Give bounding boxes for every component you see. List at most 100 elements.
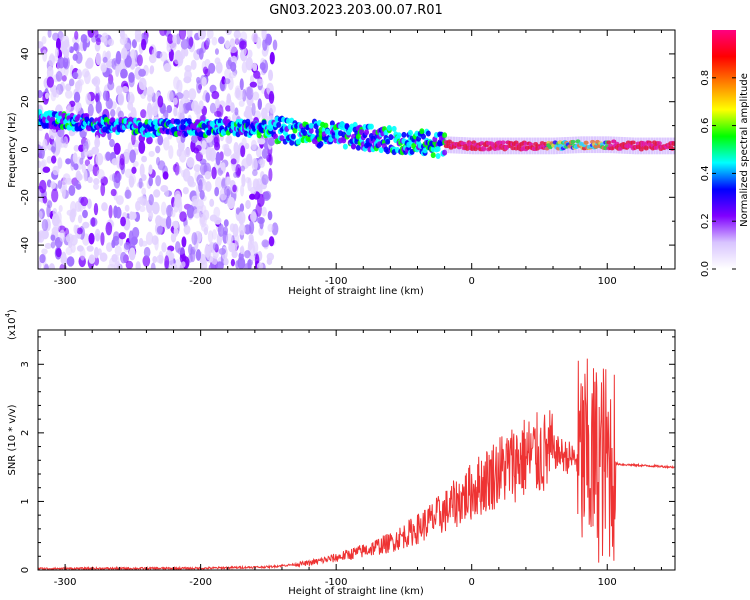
spectral-blob [160,201,167,216]
spectral-blob [252,62,258,72]
spectral-halo [666,137,670,155]
spectral-halo [496,137,499,155]
spectral-blob [223,185,232,196]
spectral-blob [124,204,130,212]
spectral-blob [124,148,131,158]
spectral-blob [609,146,615,151]
spectral-blob [213,136,219,144]
spectral-blob [173,226,179,238]
spectral-blob [204,244,211,258]
spectral-blob [239,246,245,255]
spectral-blob [225,40,231,50]
colorbar-label: Normalized spectral amplitude [739,73,750,227]
spectral-blob [168,145,174,160]
spectral-blob [131,39,137,49]
spectral-halo [515,137,518,155]
spectral-blob [161,242,167,253]
spectral-blob [167,33,174,45]
spectral-blob [125,260,134,269]
spectral-blob [230,258,236,267]
spectral-blob [249,254,256,262]
spectral-blob [94,137,101,148]
spectral-blob [157,134,164,146]
spectral-halo [574,136,578,154]
spectral-blob [159,51,168,62]
spectral-blob [86,245,94,252]
spectral-blob [308,122,314,129]
spectral-blob [73,91,81,104]
spectral-blob [87,149,94,157]
spectral-blob [64,90,73,99]
spectral-halo [609,136,613,154]
spectral-blob [38,160,42,169]
spectral-blob [267,223,274,233]
spectral-blob [79,157,84,165]
spectral-blob [263,192,271,202]
spectrogram-x-label: Height of straight line (km) [288,286,424,297]
spectral-blob [269,51,275,65]
spectral-halo [601,136,605,154]
spectral-halo [544,137,548,155]
spectral-halo [620,136,624,154]
spectral-blob [173,50,182,65]
spectral-blob [268,69,274,82]
spectral-halo [490,137,494,155]
spectral-blob [386,124,392,131]
spectral-blob [87,103,94,117]
snr-multiplier: (x104) [4,309,18,340]
spectral-blob [228,72,237,79]
spectral-blob [187,175,195,187]
spectral-halo [485,137,488,155]
colorbar-tick-label: 0.2 [700,213,711,229]
spectral-blob [65,158,71,165]
spectral-blob [123,241,131,250]
spectral-blob [193,164,201,172]
snr-panel: -300 -200 -100 0 100 0 1 2 3 Height of straight… [4,309,676,597]
spectral-blob [259,62,266,71]
spectral-blob [261,107,268,120]
spectral-blob [188,253,193,263]
spectral-halo [637,137,640,155]
spectral-blob [172,97,178,105]
snr-y-ticks: 0 1 2 3 [20,336,675,573]
spectral-blob [46,204,51,218]
spectral-blob [140,109,147,119]
spectral-halo [639,137,643,155]
spectral-blob [46,155,53,164]
spectral-blob [238,100,245,107]
spectral-blob [191,100,199,112]
spectral-halo [669,137,672,155]
snr-x-tick-label: -200 [189,577,212,588]
spectral-blob [44,242,52,250]
spectral-halo [553,137,556,155]
spectral-halo [590,136,594,154]
spectral-blob [234,107,239,116]
spectral-blob [188,88,197,101]
spectral-blob [115,85,123,95]
spectral-blob [70,243,76,254]
spectral-blob [99,252,108,262]
spectral-blob [220,162,226,171]
spectral-blob [73,163,79,171]
spectral-blob [213,141,221,151]
spectral-blob [290,133,296,140]
spectral-blob [107,38,115,46]
spectral-blob [267,137,275,146]
snr-x-ticks: -300 -200 -100 0 100 [37,330,662,588]
spectral-blob [247,177,252,192]
spectrogram-x-tick-label: -200 [189,276,212,287]
spectral-blob [151,105,159,117]
spectral-blob [239,78,244,91]
spectral-blob [245,118,251,125]
spectral-blob [323,122,329,129]
spectral-blob [442,132,448,139]
spectral-blob [119,36,127,46]
spectral-blob [124,55,132,68]
spectral-halo [555,137,559,155]
spectral-blob [241,173,246,187]
snr-y-label: SNR (10 * v/v) [7,404,18,475]
spectral-blob [268,154,273,166]
spectral-blob [583,140,589,145]
spectral-blob [163,63,172,73]
spectral-blob [186,157,195,168]
